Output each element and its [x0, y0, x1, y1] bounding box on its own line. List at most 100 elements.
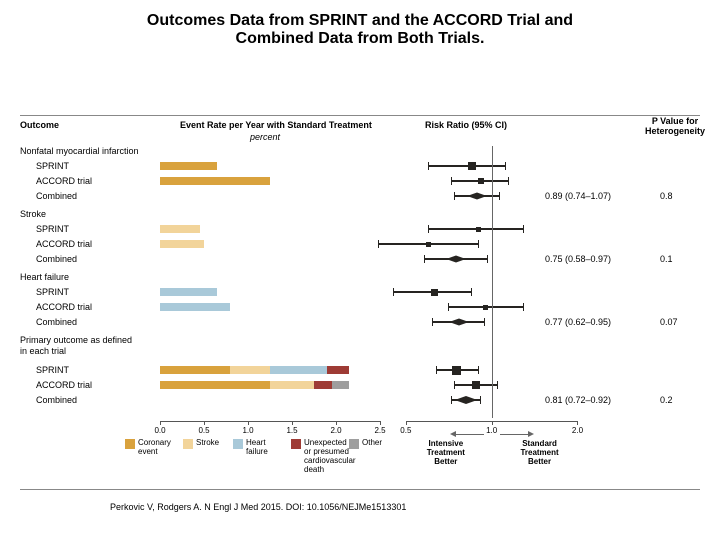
bar-segment [160, 288, 217, 296]
rr-value: 0.75 (0.58–0.97) [545, 254, 611, 264]
bar-tick-label: 0.5 [194, 426, 214, 435]
legend-label: Unexpected or presumed cardiovascular de… [304, 438, 356, 474]
legend-swatch [233, 439, 243, 449]
group-label: Heart failure [20, 272, 69, 282]
bar-tick [248, 421, 249, 425]
forest-point [476, 227, 481, 232]
forest-whisker [484, 318, 485, 326]
p-value: 0.8 [660, 191, 673, 201]
forest-diamond [454, 396, 477, 404]
forest-tick [406, 421, 407, 425]
rr-value: 0.81 (0.72–0.92) [545, 395, 611, 405]
legend-label: Coronary event [138, 438, 171, 456]
legend-swatch [183, 439, 193, 449]
forest-label-left: Intensive Treatment Better [400, 439, 492, 466]
bar-tick [292, 421, 293, 425]
rr-value: 0.77 (0.62–0.95) [545, 317, 611, 327]
row-label: Combined [36, 317, 77, 327]
bar-segment [160, 366, 230, 374]
forest-whisker [436, 366, 437, 374]
row-label: ACCORD trial [36, 176, 92, 186]
forest-point [452, 366, 461, 375]
p-value: 0.07 [660, 317, 678, 327]
bar-tick-label: 0.0 [150, 426, 170, 435]
legend-label: Other [362, 438, 382, 447]
header-event-rate: Event Rate per Year with Standard Treatm… [180, 120, 372, 130]
row-label: SPRINT [36, 287, 69, 297]
forest-tick-label: 1.0 [482, 426, 502, 435]
bar-segment [230, 366, 270, 374]
forest-label-right: Standard Treatment Better [492, 439, 588, 466]
forest-point [472, 381, 480, 389]
group-label: in each trial [20, 346, 66, 356]
bar-tick-label: 2.5 [370, 426, 390, 435]
bar-tick [336, 421, 337, 425]
group-label: Primary outcome as defined [20, 335, 132, 345]
forest-whisker [497, 381, 498, 389]
bar-tick-label: 1.5 [282, 426, 302, 435]
title-line-1: Outcomes Data from SPRINT and the ACCORD… [40, 12, 680, 30]
arrow-right-head [528, 431, 534, 437]
bar-tick [160, 421, 161, 425]
header-p-value: P Value for Heterogeneity [645, 116, 705, 136]
forest-plot-chart: OutcomeEvent Rate per Year with Standard… [20, 115, 700, 490]
forest-point [483, 305, 488, 310]
row-label: Combined [36, 191, 77, 201]
rr-value: 0.89 (0.74–1.07) [545, 191, 611, 201]
citation: Perkovic V, Rodgers A. N Engl J Med 2015… [110, 502, 406, 512]
bar-segment [160, 240, 204, 248]
forest-whisker [428, 162, 429, 170]
legend-label: Stroke [196, 438, 219, 447]
forest-tick-label: 0.5 [396, 426, 416, 435]
bar-axis-line [160, 421, 380, 422]
forest-diamond [467, 193, 487, 200]
bar-segment [314, 381, 332, 389]
row-label: SPRINT [36, 161, 69, 171]
bar-segment [160, 303, 230, 311]
legend-swatch [125, 439, 135, 449]
forest-whisker [508, 177, 509, 185]
bar-segment [160, 225, 200, 233]
row-label: SPRINT [36, 224, 69, 234]
slide-title: Outcomes Data from SPRINT and the ACCORD… [0, 0, 720, 52]
bar-segment [160, 381, 270, 389]
forest-whisker [480, 396, 481, 404]
forest-whisker [424, 255, 425, 263]
forest-point [431, 289, 438, 296]
header-risk-ratio: Risk Ratio (95% CI) [425, 120, 507, 130]
bar-segment [332, 381, 350, 389]
bar-segment [270, 366, 327, 374]
forest-whisker [478, 366, 479, 374]
forest-whisker [454, 381, 455, 389]
bar-tick-label: 2.0 [326, 426, 346, 435]
bar-segment [270, 381, 314, 389]
bar-tick [380, 421, 381, 425]
forest-whisker [478, 240, 479, 248]
forest-whisker [471, 288, 472, 296]
row-label: ACCORD trial [36, 239, 92, 249]
legend-label: Heart failure [246, 438, 268, 456]
forest-whisker [523, 303, 524, 311]
bar-tick [204, 421, 205, 425]
bar-segment [160, 177, 270, 185]
forest-whisker [505, 162, 506, 170]
row-label: ACCORD trial [36, 380, 92, 390]
bar-segment [327, 366, 349, 374]
forest-tick [492, 421, 493, 425]
row-label: Combined [36, 254, 77, 264]
p-value: 0.2 [660, 395, 673, 405]
forest-whisker [451, 177, 452, 185]
title-line-2: Combined Data from Both Trials. [40, 30, 680, 48]
forest-whisker [428, 225, 429, 233]
bar-tick-label: 1.0 [238, 426, 258, 435]
forest-whisker [378, 240, 379, 248]
forest-whisker [499, 192, 500, 200]
forest-diamond [446, 256, 466, 263]
forest-ref-line [492, 146, 493, 418]
arrow-left-line [454, 434, 484, 435]
forest-whisker [393, 288, 394, 296]
arrow-left-head [450, 431, 456, 437]
row-label: ACCORD trial [36, 302, 92, 312]
forest-tick-label: 2.0 [567, 426, 587, 435]
legend-swatch [291, 439, 301, 449]
